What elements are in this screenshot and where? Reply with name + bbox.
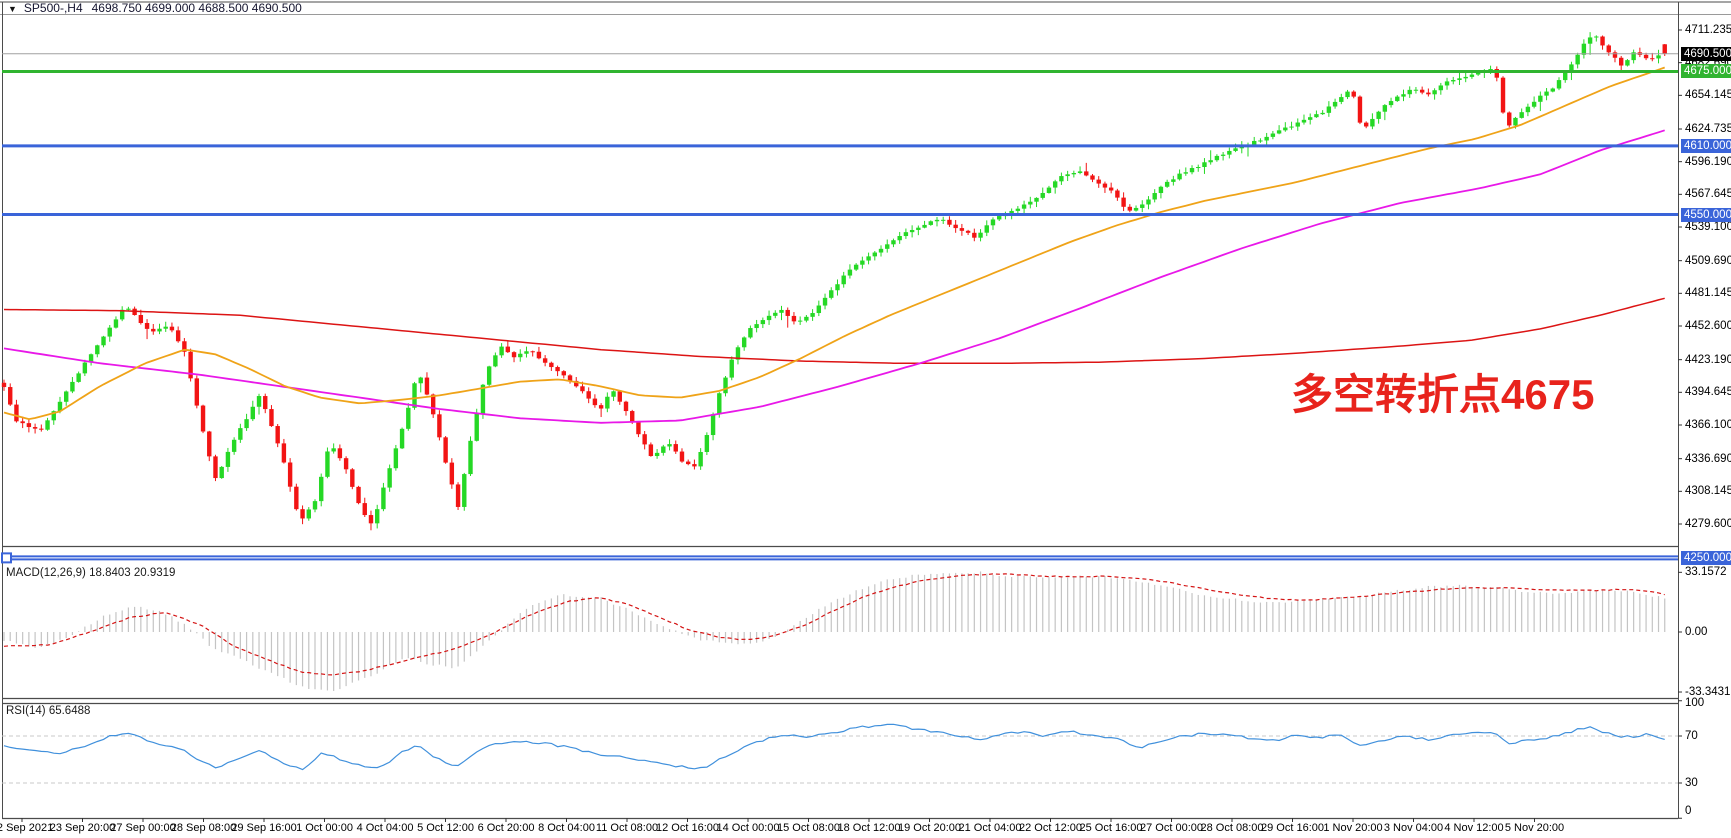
price-axis[interactable]: 4711.235 4682.690 4654.145 4624.735 4596.190… — [1679, 0, 1731, 818]
date-label: 4 Oct 04:00 — [356, 822, 414, 834]
rsi-tick-label: 30 — [1685, 777, 1698, 789]
price-tick-label: 4336.690 — [1685, 452, 1731, 465]
date-label: 18 Oct 12:00 — [837, 822, 901, 834]
annotation-text[interactable]: 多空转折点4675 — [1291, 371, 1595, 418]
date-label: 23 Sep 20:00 — [49, 822, 116, 834]
date-label: 21 Oct 04:00 — [958, 822, 1022, 834]
price-tick-label: 4509.690 — [1685, 254, 1731, 267]
price-tick-label: 4567.645 — [1685, 188, 1731, 201]
price-tick-label: 4539.100 — [1685, 221, 1731, 233]
chart-title-bar: ▼ SP500-,H4 4698.750 4699.000 4688.500 469… — [8, 1, 302, 15]
date-label: 28 Sep 08:00 — [170, 822, 237, 834]
date-label: 6 Oct 20:00 — [477, 822, 535, 834]
price-line-value-box: 4250.000 — [1681, 550, 1731, 565]
rsi-tick-label: 0 — [1685, 805, 1692, 817]
date-label: 1 Nov 20:00 — [1323, 822, 1383, 834]
price-tick-label: 4654.145 — [1685, 89, 1731, 102]
price-tick-label: 4423.190 — [1685, 353, 1731, 366]
date-label: 27 Oct 00:00 — [1140, 822, 1203, 834]
price-tick-label: 4596.190 — [1685, 155, 1731, 168]
date-label: 22 Oct 12:00 — [1019, 822, 1082, 834]
symbol-timeframe-label: SP500-,H4 — [23, 1, 83, 15]
macd-tick-label: 33.1572 — [1685, 566, 1727, 579]
date-label: 3 Nov 04:00 — [1383, 822, 1444, 834]
date-label: 15 Oct 08:00 — [777, 822, 840, 834]
price-line-value-box: 4690.500 — [1681, 46, 1731, 61]
price-tick-label: 4366.100 — [1685, 419, 1731, 431]
price-tick-label: 4279.600 — [1685, 518, 1731, 530]
price-tick-label: 4308.145 — [1685, 485, 1731, 498]
macd-tick-label: -33.3431 — [1685, 686, 1731, 698]
date-label: 12 Oct 16:00 — [656, 822, 719, 834]
date-label: 14 Oct 00:00 — [716, 822, 780, 834]
date-label: 25 Oct 16:00 — [1079, 822, 1143, 834]
date-label: 8 Oct 04:00 — [538, 822, 595, 834]
date-label: 11 Oct 08:00 — [595, 822, 659, 834]
hline-handle[interactable] — [1, 552, 12, 564]
price-tick-label: 4711.235 — [1685, 23, 1731, 36]
date-label: 28 Oct 08:00 — [1200, 822, 1264, 834]
symbol-dropdown-icon[interactable]: ▼ — [8, 4, 17, 14]
date-label: 4 Nov 12:00 — [1444, 822, 1504, 834]
price-line-value-box: 4610.000 — [1681, 138, 1731, 153]
price-tick-label: 4481.145 — [1685, 287, 1731, 300]
date-label: 29 Sep 16:00 — [231, 822, 297, 834]
price-line-value-box: 4675.000 — [1681, 64, 1731, 79]
date-label: 22 Sep 2021 — [0, 822, 54, 834]
macd-tick-label: 0.00 — [1685, 626, 1708, 638]
date-label: 5 Nov 20:00 — [1504, 822, 1565, 834]
date-label: 19 Oct 20:00 — [898, 822, 961, 834]
rsi-indicator-label: RSI(14) 65.6488 — [6, 705, 91, 717]
date-label: 27 Sep 00:00 — [110, 822, 176, 834]
date-label: 5 Oct 12:00 — [417, 822, 474, 834]
price-tick-label: 4452.600 — [1685, 320, 1731, 332]
ohlc-values: 4698.750 4699.000 4688.500 4690.500 — [91, 1, 302, 15]
date-label: 1 Oct 00:00 — [296, 822, 353, 834]
date-label: 29 Oct 16:00 — [1261, 822, 1324, 834]
price-line-value-box: 4550.000 — [1681, 207, 1731, 222]
price-tick-label: 4394.645 — [1685, 386, 1731, 399]
rsi-tick-label: 100 — [1685, 697, 1705, 709]
macd-indicator-label: MACD(12,26,9) 18.8403 20.9319 — [6, 567, 176, 579]
price-tick-label: 4624.735 — [1685, 122, 1731, 135]
rsi-tick-label: 70 — [1685, 730, 1698, 742]
